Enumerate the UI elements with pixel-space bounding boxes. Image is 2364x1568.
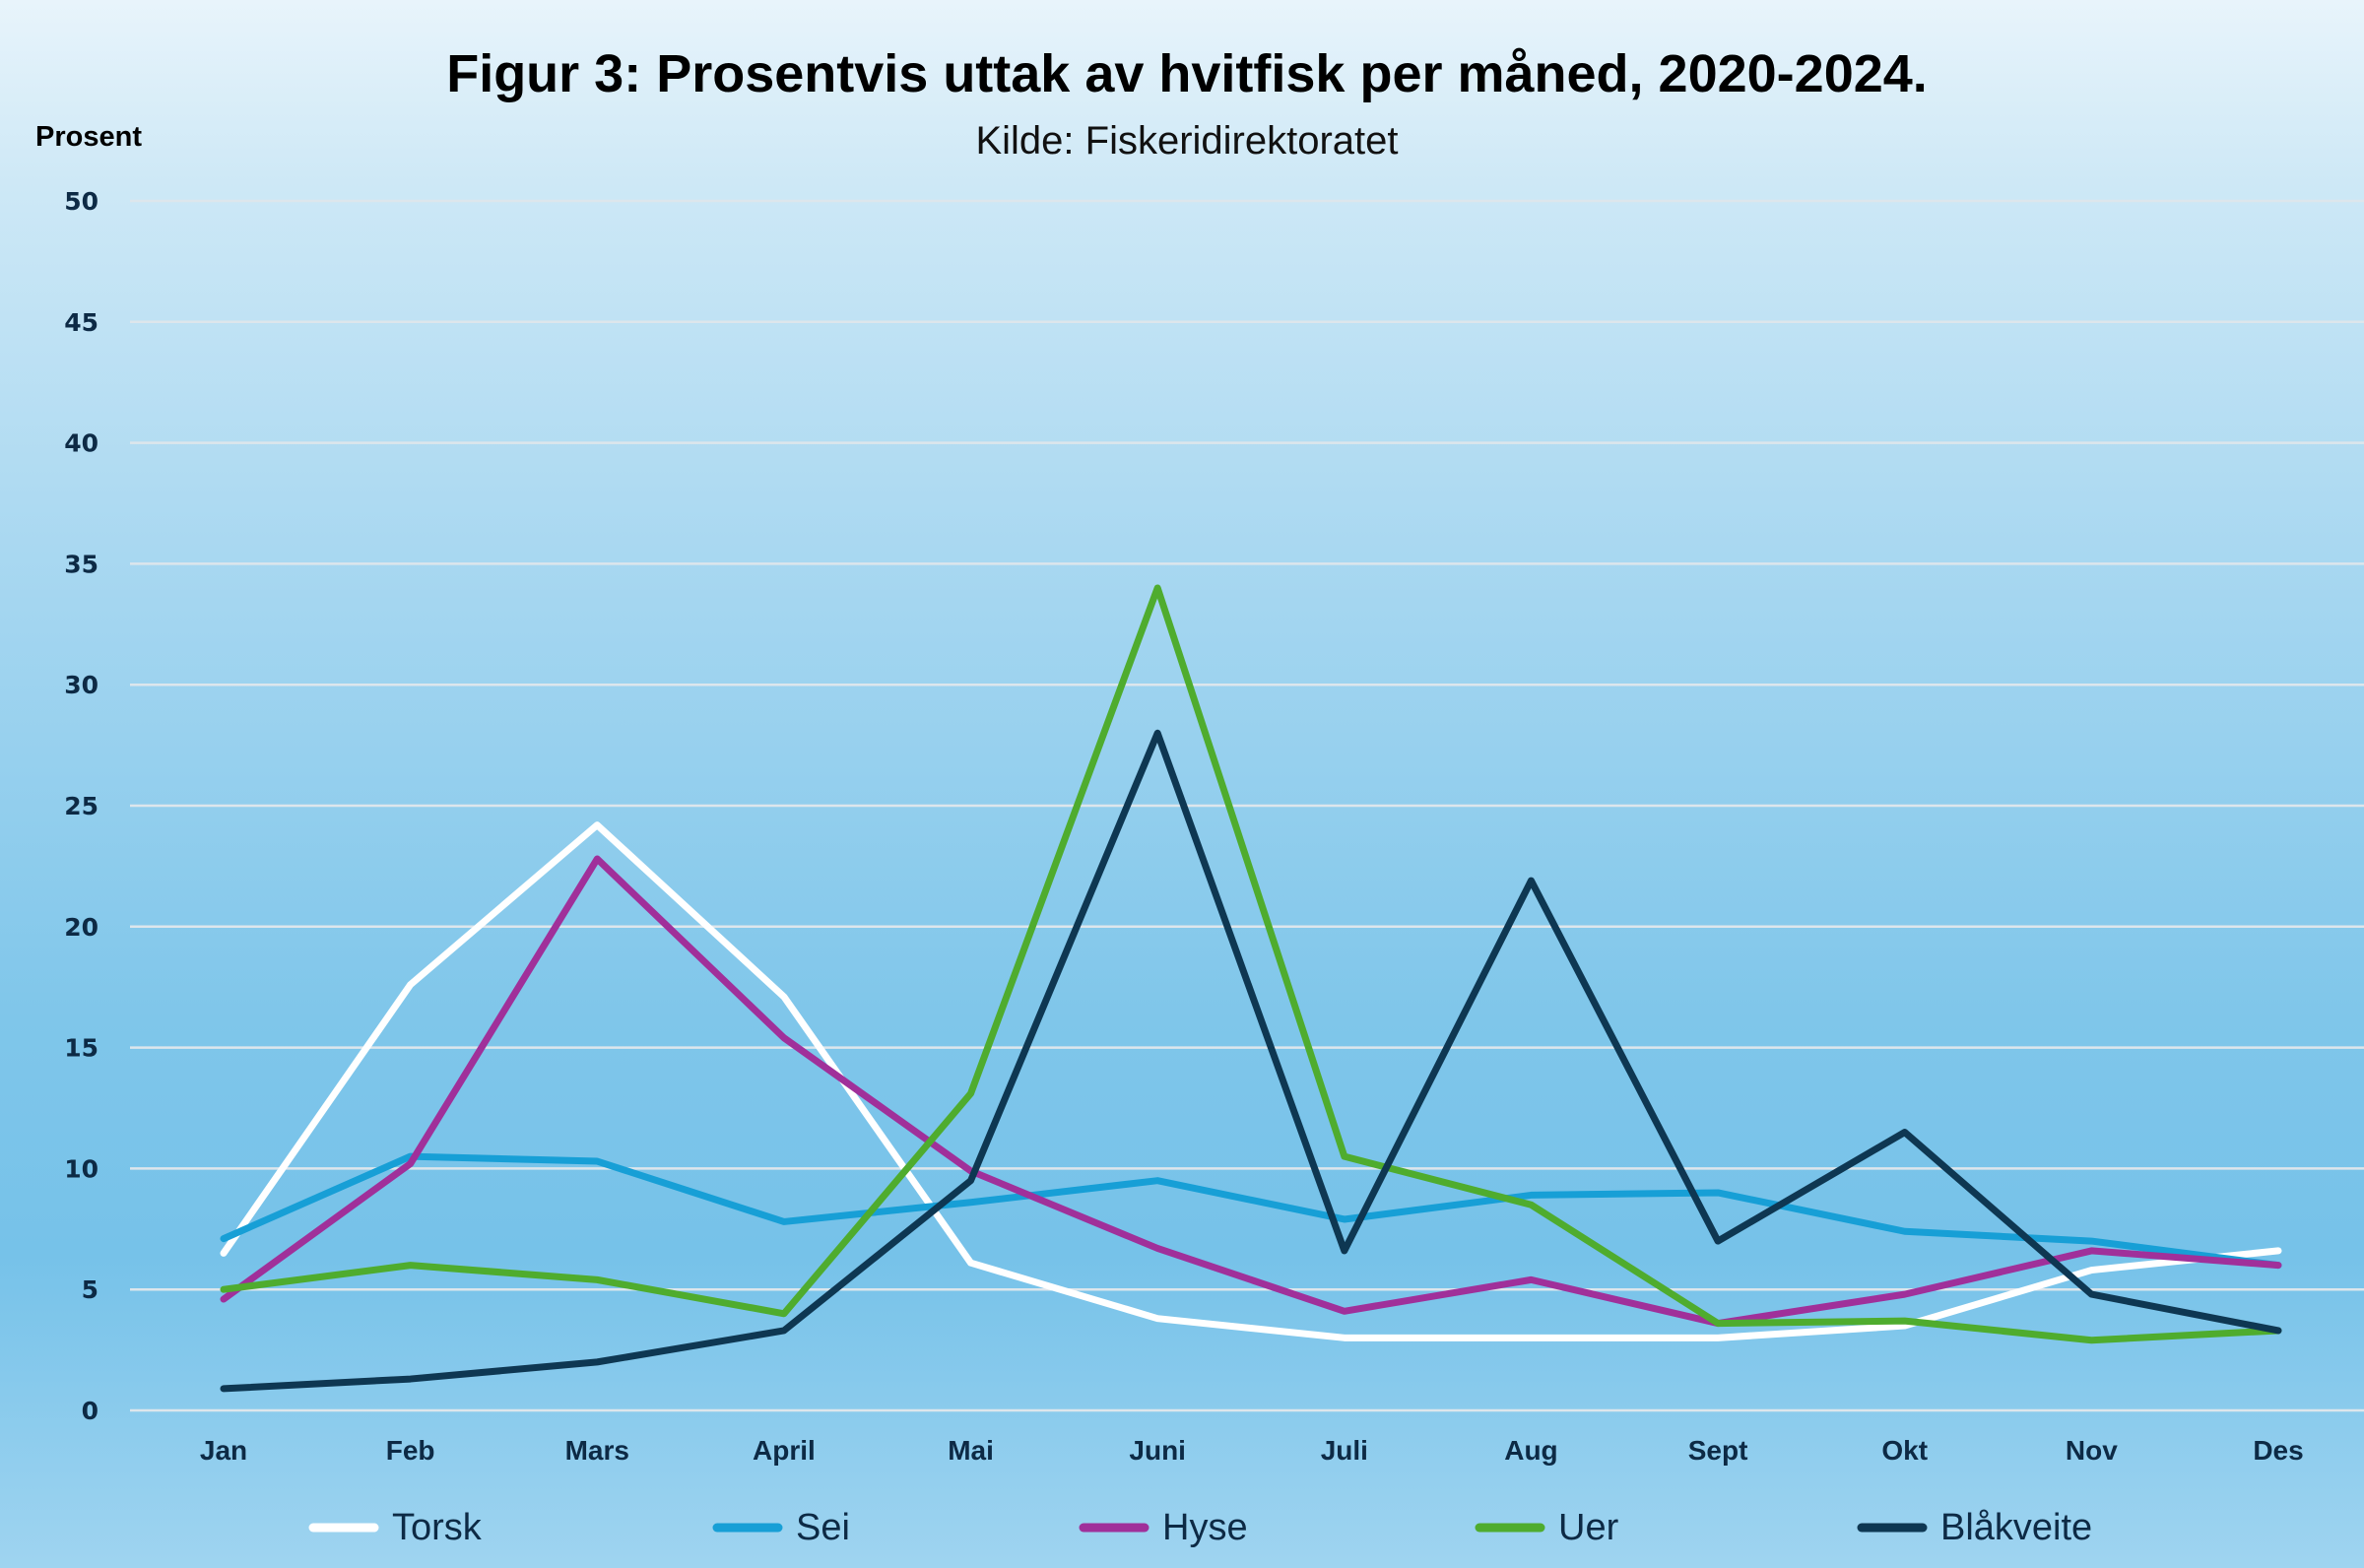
x-tick-label: Des xyxy=(2253,1435,2303,1466)
chart-subtitle: Kilde: Fiskeridirektoratet xyxy=(975,119,1398,163)
y-tick-label: 5 xyxy=(82,1275,98,1304)
x-tick-label: Jan xyxy=(200,1435,247,1466)
y-tick-label: 35 xyxy=(64,550,98,578)
y-axis-ticks: 0 5 10 15 20 25 30 35 40 45 50 xyxy=(64,187,98,1425)
y-axis-label: Prosent xyxy=(35,121,142,153)
x-tick-label: Sept xyxy=(1688,1435,1748,1466)
x-tick-label: Okt xyxy=(1881,1435,1928,1466)
x-tick-label: Feb xyxy=(386,1435,435,1466)
y-tick-label: 20 xyxy=(64,913,98,942)
x-tick-label: Aug xyxy=(1504,1435,1557,1466)
legend-label: Sei xyxy=(796,1507,850,1548)
x-tick-label: Mars xyxy=(565,1435,629,1466)
series-line-hyse xyxy=(220,855,2282,1328)
y-tick-label: 10 xyxy=(64,1154,98,1183)
x-tick-label: Nov xyxy=(2066,1435,2118,1466)
legend-item-hyse: Hyse xyxy=(1079,1507,1248,1548)
series-line-sei xyxy=(220,1152,2282,1270)
legend: Torsk Sei Hyse Uer Blåkveite xyxy=(308,1507,2092,1548)
series-torsk xyxy=(220,821,2282,1341)
y-tick-label: 30 xyxy=(64,671,98,699)
series-lines xyxy=(220,584,2282,1393)
y-tick-label: 15 xyxy=(64,1034,98,1063)
legend-label: Blåkveite xyxy=(1940,1507,2092,1548)
y-tick-label: 0 xyxy=(82,1397,98,1425)
y-tick-label: 50 xyxy=(64,187,98,216)
x-axis-ticks: Jan Feb Mars April Mai Juni Juli Aug Sept Okt Nov D… xyxy=(200,1435,2304,1466)
series-sei xyxy=(220,1152,2282,1270)
x-tick-label: Juli xyxy=(1321,1435,1368,1466)
series-hyse xyxy=(220,855,2282,1328)
x-tick-label: April xyxy=(753,1435,816,1466)
chart-title: Figur 3: Prosentvis uttak av hvitfisk pe… xyxy=(446,44,1928,103)
x-tick-label: Mai xyxy=(948,1435,994,1466)
series-line-blåkveite xyxy=(220,729,2282,1393)
legend-item-sei: Sei xyxy=(712,1507,850,1548)
legend-label: Torsk xyxy=(392,1507,483,1548)
legend-label: Hyse xyxy=(1162,1507,1248,1548)
y-tick-label: 40 xyxy=(64,429,98,458)
y-tick-label: 25 xyxy=(64,792,98,820)
legend-label: Uer xyxy=(1558,1507,1619,1548)
series-uer xyxy=(220,584,2282,1344)
series-blåkveite xyxy=(220,729,2282,1393)
x-tick-label: Juni xyxy=(1129,1435,1186,1466)
legend-item-uer: Uer xyxy=(1475,1507,1619,1548)
series-line-torsk xyxy=(220,821,2282,1341)
series-line-uer xyxy=(220,584,2282,1344)
gridlines xyxy=(130,199,2364,1412)
y-tick-label: 45 xyxy=(64,308,98,337)
legend-item-torsk: Torsk xyxy=(308,1507,483,1548)
legend-item-blåkveite: Blåkveite xyxy=(1857,1507,2092,1548)
